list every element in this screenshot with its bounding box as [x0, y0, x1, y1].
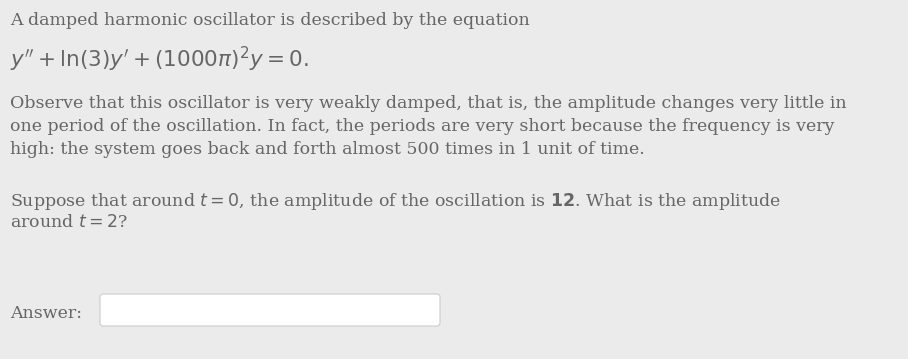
Text: one period of the oscillation. In fact, the periods are very short because the f: one period of the oscillation. In fact, … — [10, 118, 834, 135]
Text: Answer:: Answer: — [10, 305, 82, 322]
Text: Suppose that around $t = 0$, the amplitude of the oscillation is $\mathbf{12}$. : Suppose that around $t = 0$, the amplitu… — [10, 191, 781, 212]
Text: A damped harmonic oscillator is described by the equation: A damped harmonic oscillator is describe… — [10, 12, 529, 29]
Text: high: the system goes back and forth almost 500 times in 1 unit of time.: high: the system goes back and forth alm… — [10, 141, 645, 158]
FancyBboxPatch shape — [100, 294, 440, 326]
Text: Observe that this oscillator is very weakly damped, that is, the amplitude chang: Observe that this oscillator is very wea… — [10, 95, 846, 112]
Text: around $t = 2$?: around $t = 2$? — [10, 214, 128, 231]
Text: $y'' + \ln(3)y' + (1000\pi)^2 y = 0.$: $y'' + \ln(3)y' + (1000\pi)^2 y = 0.$ — [10, 45, 309, 74]
